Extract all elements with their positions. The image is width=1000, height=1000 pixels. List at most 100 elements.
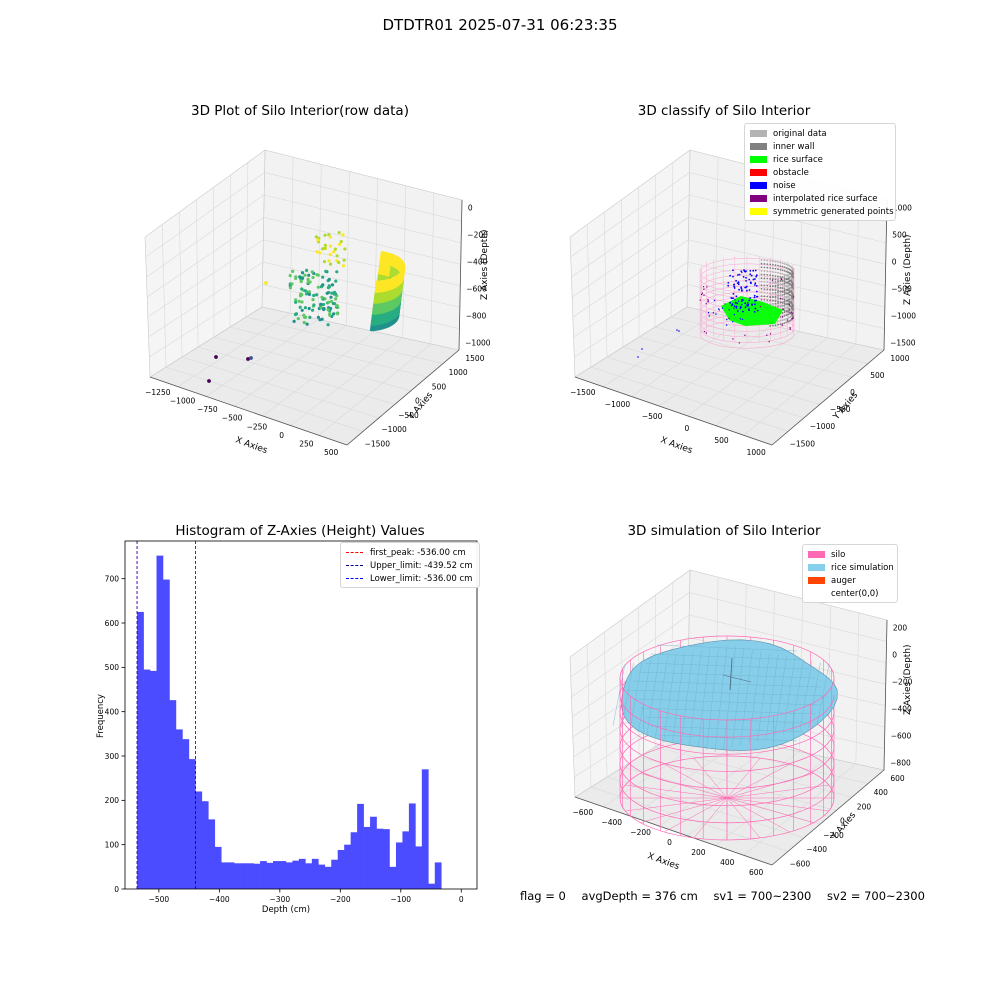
histogram-bar	[357, 803, 364, 889]
noise-point	[754, 269, 757, 272]
wall-point	[772, 281, 774, 284]
p1-x-tick: 0	[279, 431, 284, 440]
histogram-bar	[234, 863, 241, 889]
wall-point	[783, 300, 786, 303]
y-axis-line	[771, 349, 885, 446]
wall-point	[777, 305, 779, 308]
wall-point	[779, 301, 782, 304]
wall-point	[763, 259, 766, 262]
p2-z-tick: 500	[892, 231, 907, 240]
wall-point	[779, 286, 782, 289]
noise-point	[754, 307, 757, 310]
noise-point	[733, 305, 736, 308]
wall-point	[760, 262, 763, 265]
wall-point	[760, 270, 763, 272]
legend-swatch	[808, 577, 825, 584]
wall-point	[777, 298, 779, 301]
wall-point	[763, 299, 766, 301]
p1-z-tick: −200	[467, 231, 488, 240]
wall-point	[769, 259, 772, 262]
flag-readout: flag = 0	[520, 889, 566, 903]
noise-point	[736, 305, 738, 307]
p1-x-tick: −1250	[145, 388, 171, 397]
p2-x-tick: −500	[642, 412, 663, 421]
gridline	[606, 356, 805, 419]
raw-data-3d-plot[interactable]: −1250−1000−750−500−250025050015001000500…	[120, 120, 500, 480]
z-axis-line	[883, 619, 888, 771]
wall-point	[787, 313, 789, 316]
p1-z-tick: 0	[468, 204, 473, 213]
x-axis-line	[149, 376, 348, 446]
wall-point	[777, 304, 779, 307]
mesh-line	[644, 662, 810, 670]
gridline	[586, 224, 592, 368]
silo-spoke	[726, 797, 829, 812]
gridline	[654, 174, 657, 328]
noise-point	[748, 278, 751, 281]
mesh-line	[632, 698, 822, 706]
legend-entry: silo	[808, 548, 892, 561]
raw-point	[327, 300, 331, 304]
wall-point	[787, 300, 789, 302]
wall-point	[781, 298, 784, 300]
noise-point	[732, 275, 734, 278]
noise-point	[747, 303, 750, 306]
interpolated-point	[781, 316, 784, 318]
gridline	[245, 162, 249, 318]
gridline	[229, 326, 428, 378]
wall-point	[788, 320, 791, 322]
z-axis-label: Z Axies (Depth)	[903, 644, 913, 715]
x-tick-label: −200	[330, 895, 351, 904]
wall-point	[781, 322, 784, 325]
gridline	[161, 224, 167, 368]
gridline	[631, 319, 744, 397]
interpolated-point	[792, 296, 795, 298]
panel4-title: 3D simulation of Silo Interior	[627, 523, 821, 539]
wall-point	[779, 294, 782, 296]
wall-point	[769, 299, 772, 302]
wall-point	[769, 295, 772, 298]
x-axis-line	[574, 796, 773, 866]
wall-point	[760, 298, 763, 301]
raw-point	[322, 307, 326, 312]
p2-y-tick: −500	[830, 405, 851, 414]
rice-surface	[621, 639, 838, 751]
raw-point	[337, 260, 341, 265]
classify-3d-plot[interactable]: −1500−1000−5000500100010005000−500−1000−…	[545, 120, 925, 480]
wall-point	[763, 270, 766, 272]
simulation-3d-plot[interactable]: −600−400−20002004006006004002000−200−400…	[545, 540, 925, 900]
interpolated-point	[779, 297, 782, 300]
mesh-line	[697, 648, 711, 748]
gridline	[262, 284, 460, 329]
histogram-bar	[324, 866, 332, 889]
wall-point	[785, 295, 788, 298]
wall-point	[781, 280, 784, 282]
noise-point	[735, 279, 737, 282]
p2-y-tick: −1000	[810, 422, 836, 431]
depth-histogram[interactable]: −500 −400 −300 −200 −100 0 0 100 200 300 400 500 600…	[0, 530, 500, 920]
p1-x-tick: −250	[247, 422, 268, 431]
p1-z-tick: −800	[466, 312, 487, 321]
raw-point	[294, 312, 298, 316]
x-tick-label: −400	[209, 895, 230, 904]
wall-point	[787, 274, 789, 277]
interpolated-point	[792, 312, 794, 314]
interpolated-point	[780, 278, 783, 281]
raw-point	[315, 293, 319, 297]
interpolated-point	[724, 303, 726, 305]
noise-point	[733, 307, 735, 309]
noise-point	[750, 281, 752, 284]
avg-depth-readout: avgDepth = 376 cm	[581, 889, 698, 903]
legend-entry: auger	[808, 574, 892, 587]
histogram-bar	[266, 862, 274, 889]
legend-label: obstacle	[773, 167, 809, 178]
wall-point	[774, 285, 777, 288]
raw-point	[315, 250, 319, 254]
gridline	[290, 337, 403, 426]
legend-swatch	[808, 551, 825, 558]
noise-point	[745, 285, 748, 288]
noise-point	[641, 348, 643, 350]
gridline	[687, 331, 800, 417]
noise-point	[734, 299, 736, 301]
noise-point	[738, 288, 740, 291]
